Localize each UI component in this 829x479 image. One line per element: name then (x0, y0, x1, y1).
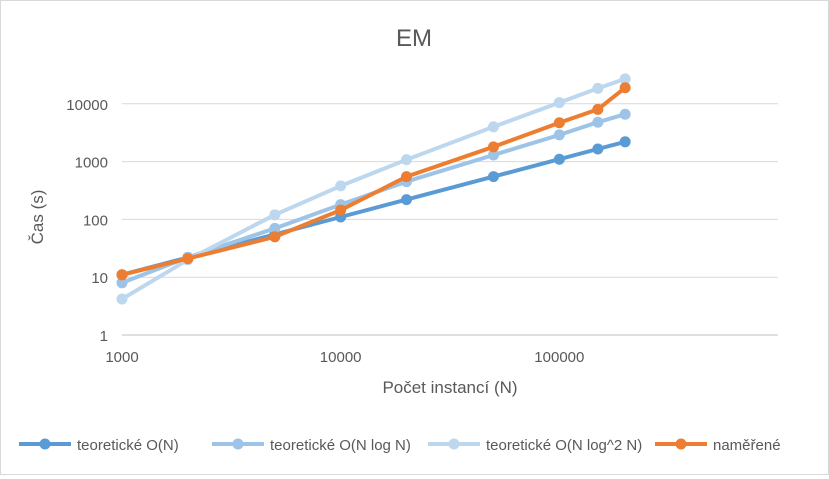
legend-marker-0 (39, 438, 51, 450)
series-2-point-4 (400, 154, 412, 166)
legend-label-3: naměřené (713, 437, 781, 454)
chart-title: EM (396, 25, 432, 52)
series-1-point-8 (619, 108, 631, 120)
series-3-point-4 (400, 171, 412, 183)
series-1-point-6 (553, 129, 565, 141)
series-0-point-6 (553, 153, 565, 165)
series-2-point-5 (488, 121, 500, 133)
series-2-point-0 (116, 293, 128, 305)
legend: teoretické O(N) teoretické O(N log N) teor… (19, 437, 781, 454)
legend-label-2: teoretické O(N log^2 N) (486, 437, 642, 454)
series-3-point-3 (335, 204, 347, 216)
y-axis: 1 10 100 1000 10000 (66, 97, 108, 345)
series-0-point-8 (619, 136, 631, 148)
series-3-point-7 (592, 103, 604, 115)
series-2-point-7 (592, 82, 604, 94)
series-line-2 (120, 76, 628, 301)
series-2-point-8 (619, 73, 631, 85)
x-tick-label-2: 100000 (534, 349, 584, 366)
series-3-point-8 (619, 82, 631, 94)
series-0-point-5 (488, 171, 500, 183)
series-2-point-2 (269, 209, 281, 221)
series-3-point-0 (116, 269, 128, 281)
legend-marker-2 (448, 438, 460, 450)
series-line-3 (120, 85, 628, 277)
series-3-point-1 (182, 253, 194, 265)
legend-marker-1 (232, 438, 244, 450)
x-tick-label-1: 10000 (320, 349, 362, 366)
series-3-point-2 (269, 231, 281, 243)
series-1-point-7 (592, 116, 604, 128)
x-axis: 1000 10000 100000 (105, 334, 778, 366)
x-axis-label: Počet instancí (N) (382, 378, 517, 397)
series-0-point-7 (592, 143, 604, 155)
y-tick-label-3: 1000 (75, 155, 108, 172)
gridlines (122, 103, 778, 336)
series-2-point-3 (335, 180, 347, 192)
series-group (116, 73, 631, 305)
y-tick-label-0: 1 (100, 328, 108, 345)
y-axis-label: Čas (s) (28, 190, 47, 245)
legend-label-0: teoretické O(N) (77, 437, 179, 454)
series-3-point-6 (553, 117, 565, 129)
series-1-point-5 (488, 149, 500, 161)
series-2-point-6 (553, 97, 565, 109)
series-3-point-5 (488, 141, 500, 153)
legend-label-1: teoretické O(N log N) (270, 437, 411, 454)
y-tick-label-1: 10 (91, 270, 108, 287)
series-0-point-4 (400, 194, 412, 206)
y-tick-label-4: 10000 (66, 97, 108, 114)
series-1-point-0 (116, 277, 128, 289)
y-tick-label-2: 100 (83, 212, 108, 229)
x-tick-label-0: 1000 (105, 349, 138, 366)
series-1-point-2 (269, 222, 281, 234)
legend-marker-3 (675, 438, 687, 450)
